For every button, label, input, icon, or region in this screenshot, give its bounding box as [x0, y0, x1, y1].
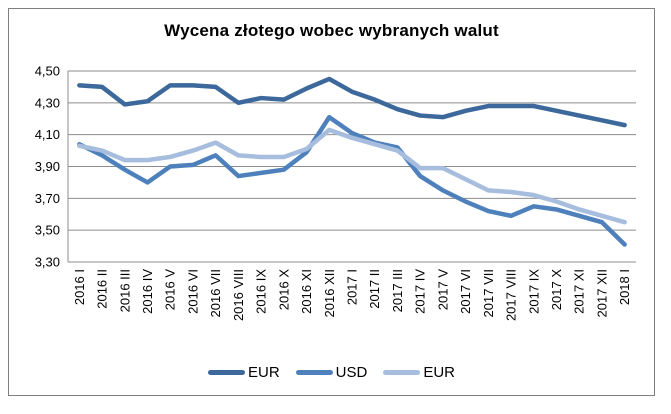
legend-swatch-icon — [207, 369, 245, 375]
x-tick-label: 2016 V — [163, 269, 178, 311]
legend-swatch-icon — [295, 369, 333, 375]
y-tick-label: 4,10 — [35, 127, 60, 142]
series-line-usd-1 — [77, 114, 627, 247]
legend-item-eur-0: EUR — [207, 363, 280, 381]
x-tick-label: 2017 VIII — [504, 269, 519, 321]
chart-title: Wycena złotego wobec wybranych walut — [164, 21, 499, 40]
y-tick-label: 3,50 — [35, 223, 60, 238]
legend-swatch-icon — [383, 369, 421, 375]
y-tick-label: 4,30 — [35, 95, 60, 110]
x-tick-label: 2016 XI — [299, 269, 314, 314]
legend-label: USD — [335, 363, 368, 381]
x-tick-label: 2016 X — [276, 269, 291, 311]
x-tick-label: 2017 IX — [526, 269, 541, 314]
x-tick-label: 2016 I — [72, 269, 87, 305]
y-tick-label: 3,70 — [35, 191, 60, 206]
x-tick-label: 2016 XII — [322, 269, 337, 317]
x-tick-label: 2017 II — [367, 269, 382, 309]
series-line-eur-0 — [77, 76, 627, 128]
x-tick-label: 2017 XI — [572, 269, 587, 314]
x-tick-label: 2016 VII — [208, 269, 223, 317]
x-tick-label: 2017 VII — [481, 269, 496, 317]
x-tick-label: 2016 VI — [185, 269, 200, 314]
x-tick-label: 2017 VI — [458, 269, 473, 314]
y-tick-label: 3,90 — [35, 159, 60, 174]
x-tick-label: 2016 II — [95, 269, 110, 309]
x-tick-label: 2016 VIII — [231, 269, 246, 321]
x-tick-label: 2016 IX — [254, 269, 269, 314]
x-tick-label: 2017 III — [390, 269, 405, 312]
legend-item-eur-2: EUR — [383, 365, 455, 380]
legend: EUR USD EUR — [9, 362, 654, 382]
chart-frame: Wycena złotego wobec wybranych walut 4,5… — [8, 8, 655, 396]
legend-label: EUR — [423, 363, 455, 381]
x-tick-label: 2017 IV — [413, 269, 428, 314]
legend-label: EUR — [247, 363, 280, 381]
series-line-eur-2 — [77, 127, 627, 225]
x-tick-label: 2018 I — [617, 269, 632, 305]
y-tick-label: 4,50 — [35, 64, 60, 79]
x-tick-label: 2016 III — [117, 269, 132, 312]
y-tick-label: 3,30 — [35, 255, 60, 270]
x-tick-label: 2017 I — [345, 269, 360, 305]
x-tick-label: 2017 X — [549, 269, 564, 311]
plot-area: 4,50 4,30 4,10 3,90 3,70 3,50 3,30 2016 I 2016 I… — [35, 64, 636, 321]
x-tick-label: 2016 IV — [140, 269, 155, 314]
legend-item-usd-1: USD — [295, 363, 368, 381]
x-tick-label: 2017 XII — [594, 269, 609, 317]
x-tick-label: 2017 V — [435, 269, 450, 311]
